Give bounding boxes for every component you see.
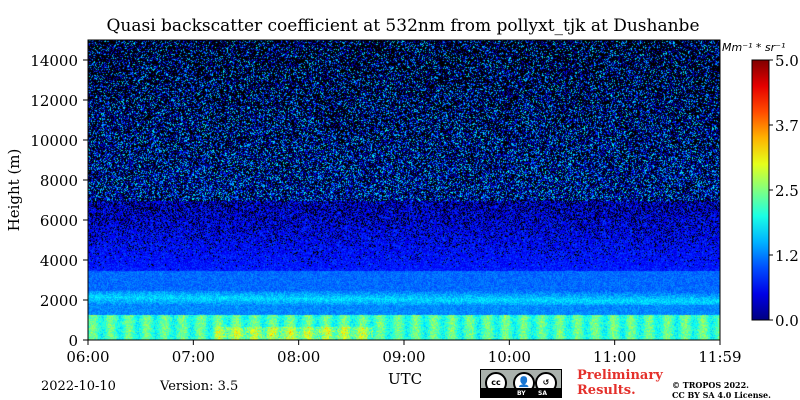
badge-sa-label: SA	[538, 390, 547, 397]
y-axis-label: Height (m)	[5, 149, 23, 232]
x-tick-label: 06:00	[66, 348, 109, 366]
y-tick-label: 4000	[40, 252, 78, 270]
colorbar-unit-label: Mm⁻¹ * sr⁻¹	[722, 41, 785, 54]
colorbar-tick-label: 5.0	[775, 52, 799, 70]
y-tick-label: 6000	[40, 212, 78, 230]
x-tick-label: 07:00	[172, 348, 215, 366]
y-tick-label: 10000	[30, 132, 78, 150]
heatmap-raster	[88, 40, 720, 340]
colorbar-tick-label: 0.0	[775, 312, 799, 330]
x-tick-label: 09:00	[382, 348, 425, 366]
colorbar-tick-label: 2.5	[775, 182, 799, 200]
colorbar-tick-label: 1.2	[775, 247, 799, 265]
x-tick-label: 11:59	[698, 348, 741, 366]
y-tick-label: 2000	[40, 292, 78, 310]
y-tick-label: 8000	[40, 172, 78, 190]
y-tick-label: 14000	[30, 52, 78, 70]
copyright-note: © TROPOS 2022. CC BY SA 4.0 License.	[672, 380, 771, 400]
y-tick-label: 12000	[30, 92, 78, 110]
x-tick-label: 11:00	[593, 348, 636, 366]
colorbar-tick-label: 3.7	[775, 117, 799, 135]
colorbar	[751, 59, 770, 321]
x-tick-label: 10:00	[488, 348, 531, 366]
badge-by-label: BY	[517, 390, 526, 397]
chart-title: Quasi backscatter coefficient at 532nm f…	[106, 16, 700, 36]
cc-license-badge[interactable]: cc 👤 ↺ BY SA	[480, 369, 562, 398]
preliminary-results-note: Preliminary Results.	[577, 368, 663, 398]
y-tick-label: 0	[68, 332, 78, 350]
x-axis-label: UTC	[388, 370, 422, 388]
x-tick-label: 08:00	[277, 348, 320, 366]
software-version: Version: 3.5	[160, 379, 239, 394]
measurement-date: 2022-10-10	[41, 379, 116, 394]
badge-bar	[481, 388, 561, 397]
